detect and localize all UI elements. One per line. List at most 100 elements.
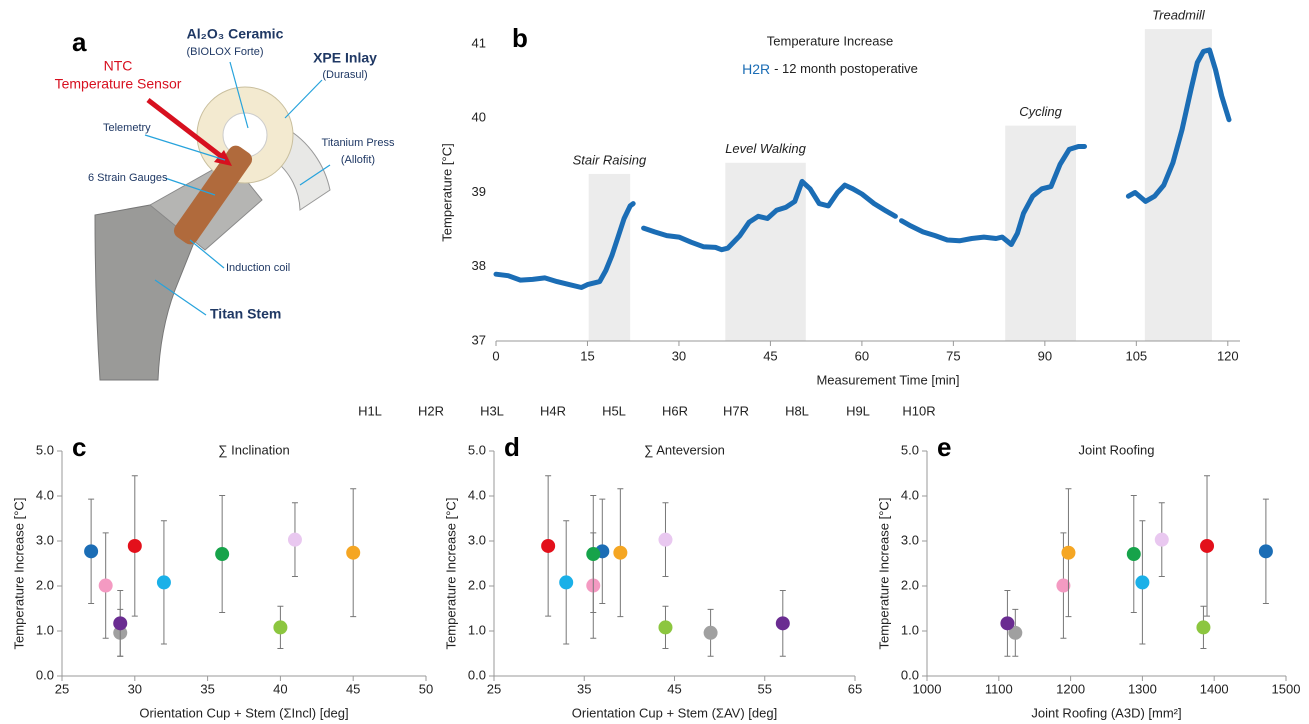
panel-letter: b bbox=[512, 23, 528, 53]
x-tick-label: 1000 bbox=[913, 681, 942, 696]
x-tick-label: 105 bbox=[1125, 348, 1147, 363]
y-tick-label: 2.0 bbox=[468, 577, 486, 592]
leader bbox=[154, 279, 207, 316]
data-point bbox=[1008, 625, 1023, 640]
y-tick-label: 0.0 bbox=[468, 667, 486, 682]
x-tick-label: 35 bbox=[577, 681, 591, 696]
x-tick-label: 40 bbox=[273, 681, 287, 696]
y-tick-label: 3.0 bbox=[36, 532, 54, 547]
chart-title: ∑ Anteversion bbox=[644, 442, 725, 457]
data-point bbox=[559, 575, 574, 590]
x-axis-title: Measurement Time [min] bbox=[816, 372, 959, 387]
phase-shade bbox=[725, 162, 806, 341]
sensor-label: Temperature Sensor bbox=[55, 76, 182, 92]
y-axis-title: Temperature [°C] bbox=[439, 143, 454, 241]
y-tick-label: 1.0 bbox=[468, 622, 486, 637]
telemetry-label: Telemetry bbox=[103, 122, 151, 134]
y-tick-label: 41 bbox=[472, 35, 486, 50]
data-point bbox=[273, 620, 288, 635]
x-tick-label: 30 bbox=[128, 681, 142, 696]
x-axis-title: Orientation Cup + Stem (ΣAV) [deg] bbox=[572, 705, 777, 720]
ceramic-label: Al₂O₃ Ceramic bbox=[187, 26, 284, 42]
arrow-head bbox=[214, 150, 232, 166]
x-tick-label: 90 bbox=[1038, 348, 1052, 363]
y-tick-label: 0.0 bbox=[36, 667, 54, 682]
inlay-sub: (Durasul) bbox=[322, 69, 367, 81]
inlay-label: XPE Inlay bbox=[313, 50, 377, 66]
x-tick-label: 1500 bbox=[1272, 681, 1301, 696]
y-tick-label: 5.0 bbox=[901, 442, 919, 457]
panel-letter: a bbox=[72, 27, 87, 57]
data-point bbox=[156, 575, 171, 590]
phase-shade bbox=[1144, 29, 1212, 342]
data-point bbox=[586, 547, 601, 562]
data-point bbox=[658, 532, 673, 547]
data-point bbox=[287, 532, 302, 547]
legend-entry: H8L bbox=[785, 403, 809, 418]
legend-entry: H9L bbox=[846, 403, 870, 418]
data-point bbox=[1056, 578, 1071, 593]
stem-label: Titan Stem bbox=[210, 306, 281, 322]
data-point bbox=[127, 538, 142, 553]
leader bbox=[284, 79, 323, 119]
panel-letter: c bbox=[72, 432, 86, 462]
y-tick-label: 2.0 bbox=[36, 577, 54, 592]
x-tick-label: 30 bbox=[672, 348, 686, 363]
data-point bbox=[613, 545, 628, 560]
data-point bbox=[1061, 545, 1076, 560]
y-tick-label: 2.0 bbox=[901, 577, 919, 592]
y-tick-label: 40 bbox=[472, 110, 486, 125]
sensor-arrow bbox=[146, 98, 228, 162]
legend-entry: H4R bbox=[540, 403, 566, 418]
data-point bbox=[1200, 538, 1215, 553]
y-tick-label: 39 bbox=[472, 184, 486, 199]
leader bbox=[144, 134, 226, 161]
coil-label: Induction coil bbox=[226, 262, 290, 274]
press-label: Titanium Press bbox=[322, 137, 395, 149]
y-tick-label: 37 bbox=[472, 332, 486, 347]
press-sub: (Allofit) bbox=[341, 154, 375, 166]
data-point bbox=[1196, 620, 1211, 635]
temperature-line bbox=[1125, 47, 1232, 204]
x-tick-label: 50 bbox=[419, 681, 433, 696]
phase-label: Cycling bbox=[1019, 104, 1062, 119]
data-point bbox=[215, 547, 230, 562]
chart-title: ∑ Inclination bbox=[218, 442, 289, 457]
x-tick-label: 1200 bbox=[1056, 681, 1085, 696]
legend-entry: H7R bbox=[723, 403, 749, 418]
x-tick-label: 60 bbox=[855, 348, 869, 363]
subtitle-text: - 12 month postoperative bbox=[774, 61, 918, 76]
x-tick-label: 45 bbox=[667, 681, 681, 696]
chart-title: Temperature Increase bbox=[767, 33, 893, 48]
y-tick-label: 5.0 bbox=[468, 442, 486, 457]
y-tick-label: 4.0 bbox=[468, 487, 486, 502]
x-tick-label: 25 bbox=[487, 681, 501, 696]
x-tick-label: 65 bbox=[848, 681, 862, 696]
legend-entry: H6R bbox=[662, 403, 688, 418]
y-tick-label: 5.0 bbox=[36, 442, 54, 457]
legend-entry: H2R bbox=[418, 403, 444, 418]
legend-entry: H1L bbox=[358, 403, 382, 418]
x-tick-label: 1400 bbox=[1200, 681, 1229, 696]
data-point bbox=[98, 578, 113, 593]
chart-title: Joint Roofing bbox=[1079, 442, 1155, 457]
data-point bbox=[1135, 575, 1150, 590]
sensor-label: NTC bbox=[104, 58, 133, 74]
y-tick-label: 3.0 bbox=[468, 532, 486, 547]
x-tick-label: 1300 bbox=[1128, 681, 1157, 696]
data-point bbox=[1126, 547, 1141, 562]
ceramic-sub: (BIOLOX Forte) bbox=[186, 46, 263, 58]
subtitle-series: H2R bbox=[742, 61, 770, 77]
x-tick-label: 55 bbox=[758, 681, 772, 696]
data-point bbox=[1000, 616, 1015, 631]
y-tick-label: 38 bbox=[472, 258, 486, 273]
data-point bbox=[703, 625, 718, 640]
gauges-label: 6 Strain Gauges bbox=[88, 172, 168, 184]
y-tick-label: 3.0 bbox=[901, 532, 919, 547]
legend-entry: H3L bbox=[480, 403, 504, 418]
panel-letter: d bbox=[504, 432, 520, 462]
data-point bbox=[84, 544, 99, 559]
data-point bbox=[1258, 544, 1273, 559]
leader bbox=[189, 239, 225, 269]
